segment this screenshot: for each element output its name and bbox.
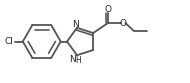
- Text: Cl: Cl: [5, 37, 14, 46]
- Text: N: N: [69, 55, 76, 64]
- Text: N: N: [72, 20, 79, 29]
- Text: O: O: [105, 5, 112, 14]
- Text: H: H: [75, 56, 81, 65]
- Text: O: O: [120, 19, 127, 28]
